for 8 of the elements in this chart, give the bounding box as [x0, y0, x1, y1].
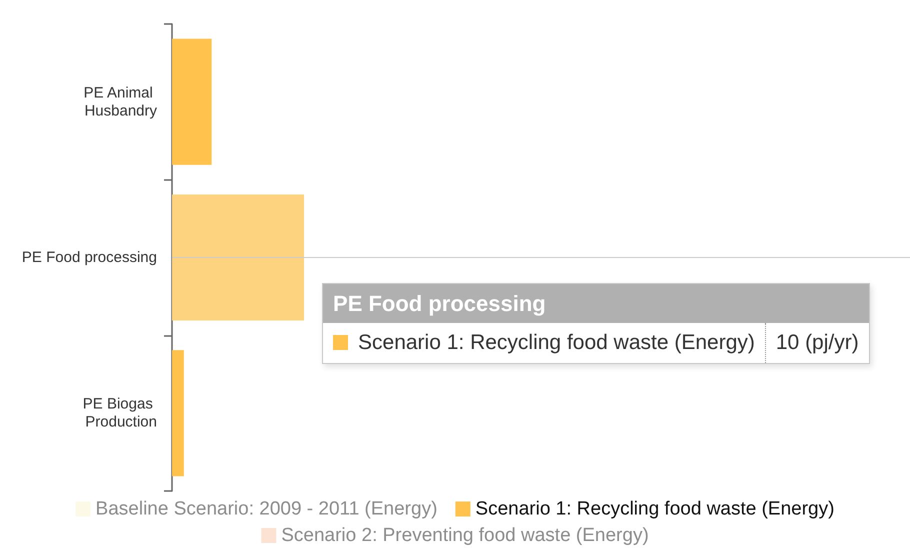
legend-label: Scenario 2: Preventing food waste (Energy): [281, 525, 649, 546]
y-tick-label: PE Animal Husbandry: [84, 84, 158, 120]
tooltip-panel: PE Food processing Scenario 1: Recycling food waste (Energy) 10 (pj/yr): [322, 282, 870, 364]
y-tick-label: PE Biogas Production: [82, 396, 157, 431]
text: Scenario 1: Recycling food waste (Energy): [475, 498, 834, 520]
legend-label: Baseline Scenario: 2009 - 2011 (Energy): [96, 498, 438, 520]
y-tick-label: PE Food processing: [22, 249, 157, 266]
legend-label: Scenario 1: Recycling food waste (Energy): [358, 330, 756, 354]
